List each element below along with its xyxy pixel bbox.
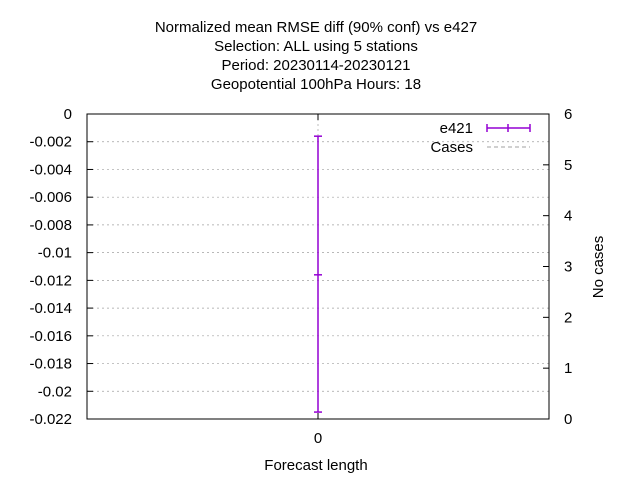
- y-tick-label: -0.012: [29, 272, 72, 289]
- y-tick-label: -0.01: [38, 245, 72, 262]
- chart-title: Normalized mean RMSE diff (90% conf) vs …: [155, 19, 477, 93]
- y-tick-label: -0.018: [29, 356, 72, 373]
- series: [314, 135, 322, 413]
- y2-axis: 0 1 2 3 4 5 6: [543, 106, 572, 428]
- title-line: Geopotential 100hPa Hours: 18: [211, 76, 421, 93]
- legend-label: e421: [440, 120, 473, 137]
- y2-tick-label: 3: [564, 259, 572, 276]
- x-axis: 0: [314, 114, 322, 447]
- title-line: Normalized mean RMSE diff (90% conf) vs …: [155, 19, 477, 36]
- legend: e421 Cases: [430, 120, 531, 156]
- x-axis-label: Forecast length: [264, 457, 367, 474]
- x-tick-label: 0: [314, 430, 322, 447]
- y2-tick-label: 5: [564, 157, 572, 174]
- y2-tick-label: 2: [564, 309, 572, 326]
- y-tick-label: -0.002: [29, 134, 72, 151]
- y-tick-label: -0.004: [29, 161, 72, 178]
- y2-tick-label: 4: [564, 208, 572, 225]
- y-tick-label: -0.008: [29, 217, 72, 234]
- y-tick-label: -0.016: [29, 328, 72, 345]
- y2-tick-label: 1: [564, 360, 572, 377]
- y-tick-label: 0: [64, 106, 72, 123]
- y-tick-label: -0.006: [29, 189, 72, 206]
- y2-axis-label: No cases: [590, 236, 607, 299]
- y2-tick-label: 6: [564, 106, 572, 123]
- legend-label: Cases: [430, 139, 473, 156]
- title-line: Period: 20230114-20230121: [221, 57, 410, 74]
- y-tick-label: -0.022: [29, 411, 72, 428]
- y2-tick-label: 0: [564, 411, 572, 428]
- title-line: Selection: ALL using 5 stations: [214, 38, 418, 55]
- y-axis: 0 -0.002 -0.004 -0.006 -0.008 -0.01 -0.012 -0.0…: [29, 106, 93, 428]
- y-tick-label: -0.02: [38, 383, 72, 400]
- y-tick-label: -0.014: [29, 300, 72, 317]
